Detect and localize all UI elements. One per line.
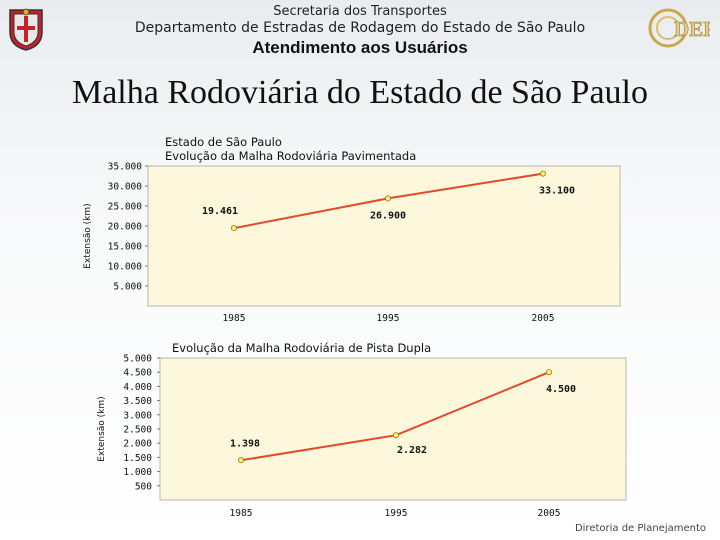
y-tick-label: 5.000 bbox=[123, 354, 152, 365]
data-label: 1.398 bbox=[230, 438, 260, 449]
y-tick-label: 10.000 bbox=[108, 262, 143, 273]
y-tick-label: 2.000 bbox=[123, 439, 152, 450]
y-tick-label: 30.000 bbox=[108, 182, 143, 193]
page-title: Malha Rodoviária do Estado de São Paulo bbox=[71, 74, 648, 111]
data-point bbox=[546, 369, 553, 376]
y-tick-label: 3.000 bbox=[123, 410, 152, 421]
y-axis-label: Extensão (km) bbox=[83, 203, 93, 268]
plot-area bbox=[159, 357, 627, 501]
y-tick-label: 20.000 bbox=[108, 222, 143, 233]
footer-credit: Diretoria de Planejamento bbox=[574, 523, 706, 534]
y-tick-label: 1.500 bbox=[123, 453, 152, 464]
y-tick-label: 5.000 bbox=[113, 282, 142, 293]
chart-title: Evolução da Malha Rodoviária de Pista Du… bbox=[172, 341, 431, 355]
header-service: Atendimento aos Usuários bbox=[252, 38, 468, 57]
x-tick-label: 2005 bbox=[532, 313, 555, 324]
data-label: 33.100 bbox=[539, 186, 575, 197]
chart-dual-carriageway: Evolução da Malha Rodoviária de Pista Du… bbox=[97, 341, 627, 519]
y-tick-label: 1.000 bbox=[123, 467, 152, 478]
y-tick-label: 25.000 bbox=[108, 202, 143, 213]
y-tick-label: 3.500 bbox=[123, 396, 152, 407]
x-tick-label: 1995 bbox=[385, 508, 408, 519]
header-secretaria: Secretaria dos Transportes bbox=[273, 4, 447, 19]
y-tick-label: 2.500 bbox=[123, 425, 152, 436]
data-label: 4.500 bbox=[546, 384, 576, 395]
y-tick-label: 500 bbox=[135, 481, 152, 492]
der-logo: DER bbox=[648, 8, 710, 48]
chart-subtitle: Evolução da Malha Rodoviária Pavimentada bbox=[165, 149, 416, 163]
data-point bbox=[230, 225, 237, 232]
plot-area bbox=[147, 165, 621, 307]
y-tick-label: 35.000 bbox=[108, 162, 143, 173]
y-tick-label: 15.000 bbox=[108, 242, 143, 253]
y-tick-label: 4.500 bbox=[123, 368, 152, 379]
x-tick-label: 1995 bbox=[377, 313, 400, 324]
x-tick-label: 1985 bbox=[223, 313, 246, 324]
chart-paved-network: Estado de São Paulo Evolução da Malha Ro… bbox=[83, 135, 621, 324]
x-tick-label: 2005 bbox=[538, 508, 561, 519]
data-point bbox=[237, 457, 244, 464]
data-point bbox=[540, 170, 547, 177]
data-label: 2.282 bbox=[397, 445, 427, 456]
chart-title: Estado de São Paulo bbox=[165, 135, 282, 149]
y-tick-label: 4.000 bbox=[123, 382, 152, 393]
x-tick-label: 1985 bbox=[230, 508, 253, 519]
data-point bbox=[384, 195, 391, 202]
data-label: 19.461 bbox=[202, 206, 238, 217]
data-point bbox=[392, 432, 399, 439]
sao-paulo-coat-of-arms-icon bbox=[9, 8, 43, 51]
svg-text:DER: DER bbox=[674, 17, 710, 41]
data-label: 26.900 bbox=[370, 210, 406, 221]
header-department: Departamento de Estradas de Rodagem do E… bbox=[134, 20, 586, 36]
y-axis-label: Extensão (km) bbox=[97, 396, 107, 461]
page-header: Secretaria dos Transportes Departamento … bbox=[0, 0, 720, 66]
